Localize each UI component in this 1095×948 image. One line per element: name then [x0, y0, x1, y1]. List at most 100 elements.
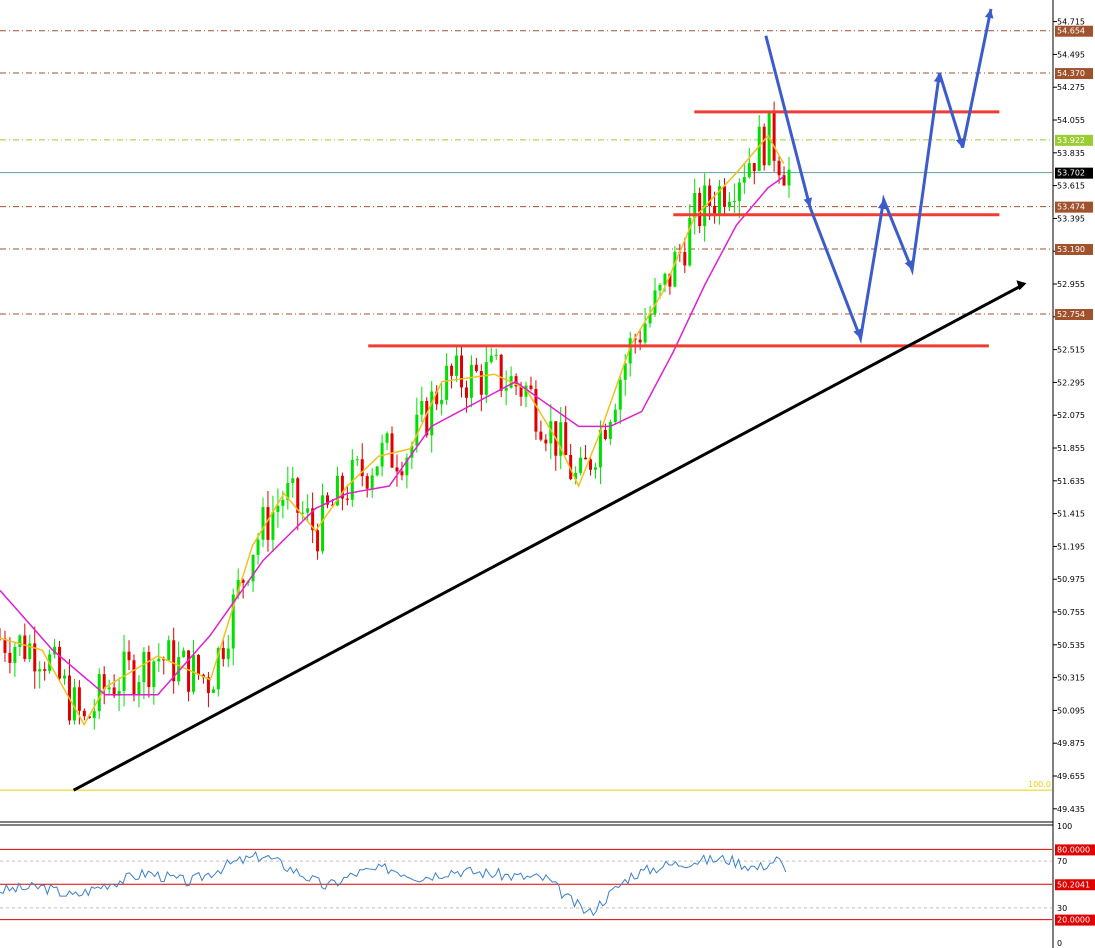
- candle-body: [117, 691, 121, 696]
- candle-body: [345, 498, 349, 500]
- candle-body: [296, 478, 300, 513]
- candle-body: [206, 677, 210, 694]
- candle-body: [593, 467, 597, 470]
- oscillator-tick-label: 30: [1057, 904, 1067, 913]
- trendline-arrowhead: [1016, 280, 1027, 291]
- candle-body: [8, 652, 12, 663]
- candle-body: [72, 687, 76, 721]
- price-tick-label: 53.395: [1057, 214, 1085, 223]
- candle-body: [53, 646, 57, 655]
- candle-body: [430, 391, 434, 436]
- candle-body: [673, 251, 677, 287]
- candle-body: [519, 386, 523, 397]
- candle-body: [435, 391, 439, 405]
- candle-body: [370, 475, 374, 489]
- candle-body: [564, 422, 568, 455]
- candle-body: [28, 643, 32, 659]
- price-tick-label: 50.095: [1057, 706, 1085, 715]
- level-tag: [1055, 25, 1093, 37]
- price-tick-label: 50.315: [1057, 674, 1085, 683]
- candle-body: [87, 716, 91, 719]
- price-tick-label: 50.975: [1057, 575, 1085, 584]
- candle-body: [266, 507, 270, 540]
- price-tick-label: 49.875: [1057, 739, 1085, 748]
- candle-body: [658, 284, 662, 291]
- oscillator-level-label: 80.0000: [1057, 845, 1090, 854]
- candle-body: [276, 505, 280, 512]
- candle-body: [494, 354, 498, 356]
- price-tick-label: 52.955: [1057, 280, 1085, 289]
- candle-body: [544, 439, 548, 444]
- candle-body: [281, 499, 285, 506]
- candle-body: [623, 363, 627, 380]
- level-tag-label: 54.370: [1057, 69, 1085, 78]
- candle-body: [464, 387, 468, 398]
- price-tick-label: 54.495: [1057, 50, 1085, 59]
- candle-body: [182, 650, 186, 658]
- price-tick-label: 54.715: [1057, 18, 1085, 27]
- level-tag: [1055, 243, 1093, 255]
- candle-body: [82, 710, 86, 717]
- price-tick-label: 49.655: [1057, 772, 1085, 781]
- candle-body: [727, 201, 731, 207]
- level-tag-label: 53.474: [1057, 203, 1085, 212]
- candle-body: [415, 414, 419, 446]
- candle-body: [489, 355, 493, 363]
- level-tag-label: 53.702: [1057, 169, 1085, 178]
- candle-body: [757, 126, 761, 171]
- candle-body: [722, 186, 726, 207]
- candle-body: [752, 163, 756, 171]
- candle-body: [643, 323, 647, 343]
- candle-body: [524, 385, 528, 397]
- candle-body: [256, 539, 260, 555]
- candle-body: [122, 651, 126, 692]
- candle-body: [484, 362, 488, 395]
- oscillator-level-tag: [1055, 844, 1095, 856]
- price-tick-label: 53.835: [1057, 149, 1085, 158]
- candle-body: [469, 364, 473, 398]
- price-tick-label: 52.515: [1057, 346, 1085, 355]
- candle-body: [459, 355, 463, 388]
- candle-body: [777, 160, 781, 176]
- candle-body: [455, 355, 459, 376]
- candle-body: [340, 475, 344, 499]
- candle-body: [112, 687, 116, 696]
- candle-body: [584, 457, 588, 460]
- projection-arrowhead: [933, 73, 943, 83]
- candle-body: [43, 669, 47, 671]
- level-tag: [1055, 68, 1093, 80]
- candle-body: [236, 579, 240, 595]
- candle-body: [316, 530, 320, 552]
- candle-body: [737, 182, 741, 201]
- candle-body: [211, 689, 215, 694]
- fast-ma-line: [0, 134, 785, 727]
- projection-arrowhead: [853, 328, 862, 339]
- candle-body: [216, 648, 220, 690]
- candle-body: [102, 674, 106, 690]
- candle-body: [77, 687, 81, 711]
- candle-body: [167, 640, 171, 661]
- candle-body: [261, 507, 265, 540]
- candle-body: [177, 657, 181, 682]
- price-tick-label: 49.435: [1057, 805, 1085, 814]
- oscillator-level-tag: [1055, 914, 1095, 926]
- oscillator-level-tag: [1055, 879, 1095, 891]
- candle-body: [97, 674, 101, 712]
- candle-body: [390, 433, 394, 468]
- price-tick-label: 51.415: [1057, 510, 1085, 519]
- projection-arrowhead: [984, 8, 994, 19]
- candle-body: [326, 495, 330, 505]
- candle-body: [38, 669, 42, 672]
- candle-body: [330, 504, 334, 506]
- candle-body: [196, 654, 200, 675]
- level-tag-label: 53.190: [1057, 245, 1085, 254]
- candle-body: [559, 422, 563, 456]
- trendline: [72, 284, 1022, 792]
- candle-body: [3, 638, 7, 653]
- candle-body: [499, 354, 503, 391]
- oscillator-tick-label: 100: [1057, 822, 1072, 831]
- slow-ma-line: [0, 176, 785, 696]
- level-tag-label: 52.754: [1057, 310, 1085, 319]
- candle-body: [549, 421, 553, 444]
